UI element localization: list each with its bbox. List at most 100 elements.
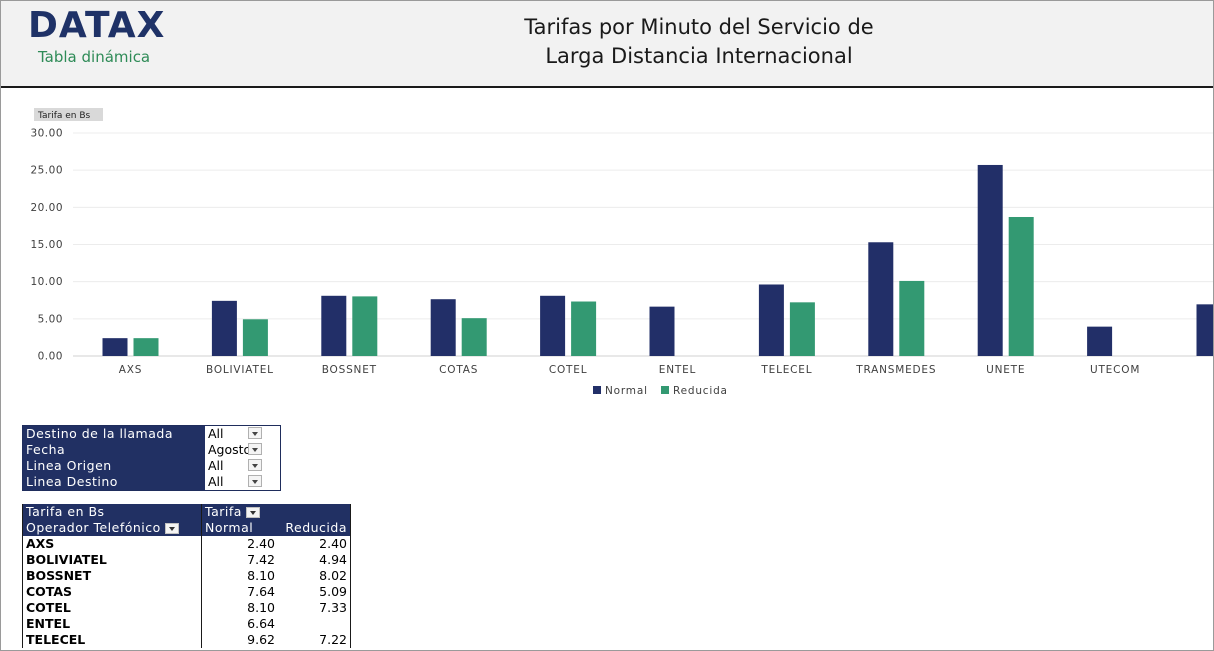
field-button [34,108,103,121]
row-operator: AXS [22,536,202,552]
row-field-label: Operador Telefónico [26,520,161,535]
title-line-1: Tarifas por Minuto del Servicio de [524,15,874,39]
filter-value-text: All [208,426,224,441]
table-row: COTAS 7.64 5.09 [22,584,351,600]
filter-label: Destino de la llamada [23,426,205,442]
table-row: TELECEL 9.62 7.22 [22,632,351,648]
x-tick-label: TELECEL [760,364,812,376]
legend-swatch [593,386,601,394]
bar-reducida [352,296,378,356]
pivot-chart: Tarifa en Bs 0.00 5.00 10.00 15.00 20.00 25.00… [30,108,1213,397]
datax-logo: DATAX [28,5,166,46]
y-tick-label: 5.00 [38,313,63,325]
bar-reducida [242,319,268,356]
dropdown-icon[interactable] [248,459,262,471]
row-operator: ENTEL [22,616,202,632]
bar-normal [102,338,128,356]
filter-icon[interactable] [248,443,262,455]
y-tick-label: 20.00 [30,202,63,214]
dropdown-icon[interactable] [164,523,179,534]
filter-value-text: Agosto [208,442,252,457]
row-operator: COTEL [22,600,202,616]
bar-normal [758,284,784,356]
x-tick-label: AXS [119,364,142,376]
bar-reducida [571,301,597,356]
cell-reducida: 4.94 [278,552,351,568]
filter-row: Linea Destino All [23,474,280,490]
cell-normal: 8.10 [247,600,275,615]
bar-reducida [789,302,815,356]
cell-normal: 8.10 [247,568,275,583]
filter-label: Linea Destino [23,474,205,490]
x-tick-label: TRANSMEDES [855,364,936,376]
bar-normal [211,300,237,356]
cell-reducida [278,616,351,632]
filter-value-linea-origen[interactable]: All [205,458,264,474]
row-operator: COTAS [22,584,202,600]
cell-normal: 2.40 [247,536,275,551]
filter-label: Linea Origen [23,458,205,474]
filter-value-destino[interactable]: All [205,426,264,442]
legend-label: Normal [605,385,648,397]
cell-reducida: 7.22 [278,632,351,648]
bar-normal [977,164,1003,356]
filter-row: Destino de la llamada All [23,426,280,442]
y-tick-label: 0.00 [38,351,63,363]
filter-label: Fecha [23,442,205,458]
pivot-header-blank [278,504,351,520]
pivot-row-field[interactable]: Operador Telefónico [22,520,202,536]
column-header-normal: Normal [201,520,278,536]
x-tick-label: BOLIVIATEL [206,364,274,376]
pivot-value-field: Tarifa en Bs [22,504,202,520]
report-title: Tarifas por Minuto del Servicio de Larga… [401,13,997,71]
report-header: DATAX Tabla dinámica Tarifas por Minuto … [1,1,1213,88]
table-row: ENTEL 6.64 [22,616,351,632]
bar-normal [868,242,894,356]
filter-value-fecha[interactable]: Agosto [205,442,264,458]
x-tick-label: UTECOM [1090,364,1140,376]
row-operator: BOSSNET [22,568,202,584]
x-tick-label: COTAS [439,364,478,376]
dropdown-icon[interactable] [248,475,262,487]
filter-value-text: All [208,458,224,473]
pivot-header-row: Operador Telefónico Normal Reducida [22,520,351,536]
filter-value-linea-destino[interactable]: All [205,474,264,490]
bar-normal [321,295,347,356]
y-tick-label: 15.00 [30,239,63,251]
column-field-label: Tarifa [205,504,242,519]
bar-reducida [899,280,925,356]
cell-reducida: 2.40 [278,536,351,552]
x-tick-label: COTEL [549,364,588,376]
bar-reducida [1008,216,1034,356]
cell-normal: 7.64 [247,584,275,599]
legend-label: Reducida [673,385,728,397]
filter-row: Linea Origen All [23,458,280,474]
dropdown-icon[interactable] [245,507,260,518]
row-operator: BOLIVIATEL [22,552,202,568]
pivot-column-field[interactable]: Tarifa [201,504,278,520]
column-header-reducida: Reducida [278,520,351,536]
filter-value-text: All [208,474,224,489]
filter-panel: Destino de la llamada All Fecha Agosto L… [22,425,281,491]
row-operator: TELECEL [22,632,202,648]
field-button-label: Tarifa en Bs [37,111,91,121]
title-line-2: Larga Distancia Internacional [545,44,853,68]
dropdown-icon[interactable] [248,427,262,439]
table-row: BOLIVIATEL 7.42 4.94 [22,552,351,568]
y-tick-label: 30.00 [30,128,63,140]
cell-normal: 9.62 [247,632,275,647]
table-row: BOSSNET 8.10 8.02 [22,568,351,584]
bar-reducida [133,338,159,356]
bar-reducida [461,318,487,356]
bar-normal [1196,304,1213,356]
y-tick-label: 25.00 [30,165,63,177]
x-tick-label: BOSSNET [322,364,377,376]
x-tick-label: UNETE [986,364,1025,376]
cell-reducida: 8.02 [278,568,351,584]
bar-normal [430,299,456,356]
cell-reducida: 5.09 [278,584,351,600]
filter-row: Fecha Agosto [23,442,280,458]
y-tick-label: 10.00 [30,276,63,288]
bar-normal [540,295,566,356]
